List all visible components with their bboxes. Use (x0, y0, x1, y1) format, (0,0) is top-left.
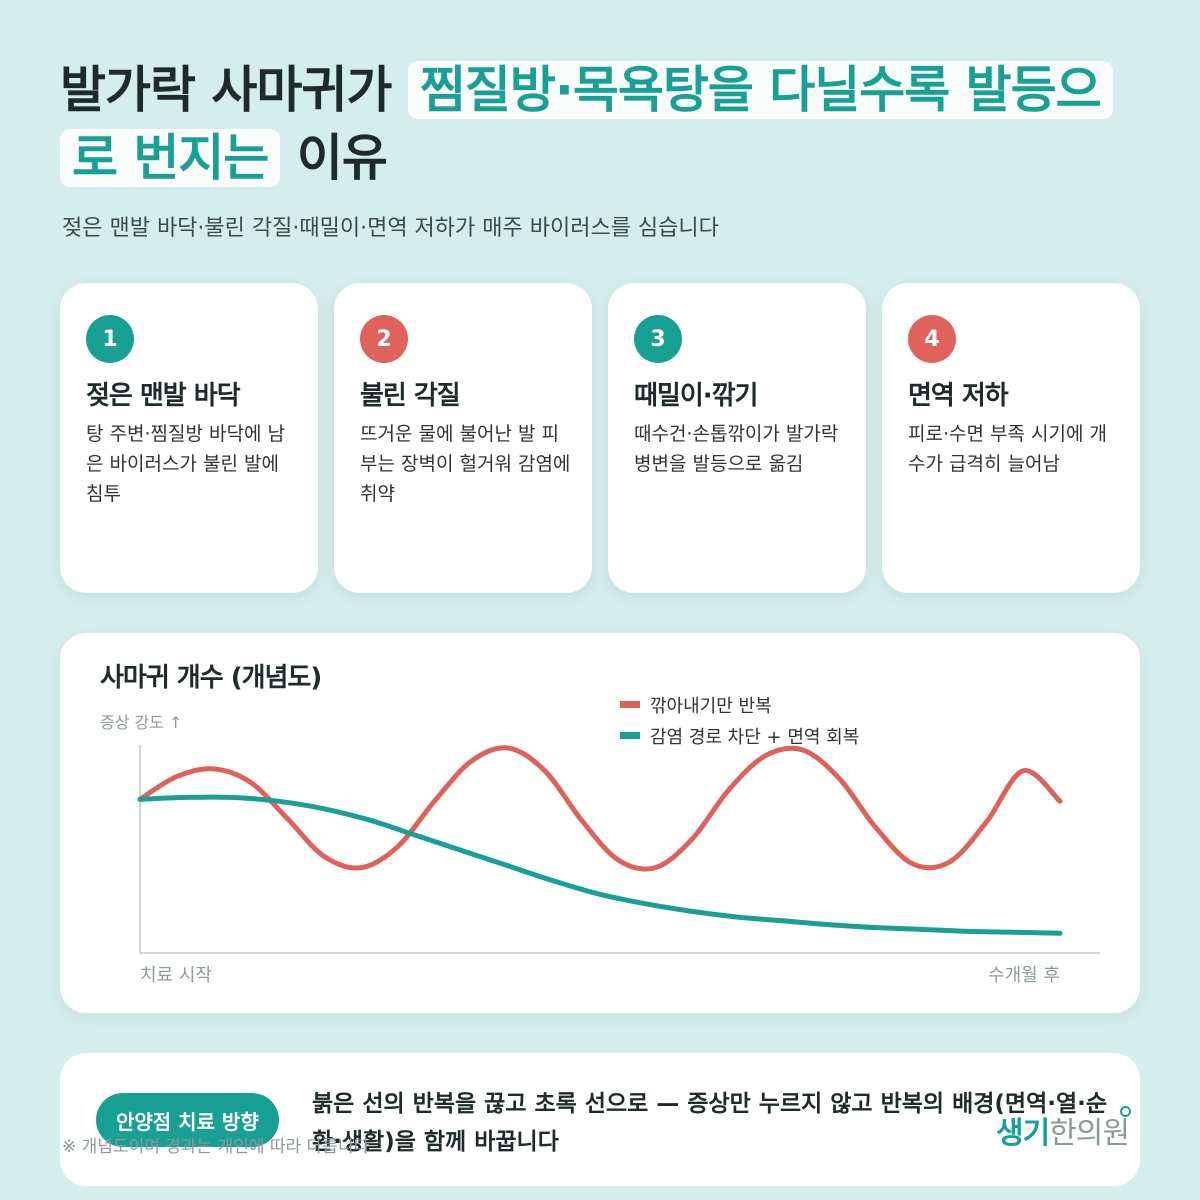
wart-count-chart: 증상 강도 ↑ 치료 시작 수개월 후 깎아내기만 반복 감염 경로 차단 + … (100, 696, 1100, 986)
card-description: 뜨거운 물에 불어난 발 피부는 장벽이 헐거워 감염에 취약 (360, 423, 571, 505)
chart-title: 사마귀 개수 (개념도) (100, 663, 322, 693)
cause-cards: 1 젖은 맨발 바닥 탕 주변·찜질방 바닥에 남은 바이러스가 불린 발에 침… (60, 283, 1140, 593)
treatment-text: 붉은 선의 반복을 끊고 초록 선으로 — 증상만 누르지 않고 반복의 배경(… (312, 1091, 1108, 1155)
card-title: 젖은 맨발 바닥 (86, 381, 241, 411)
logo-main: 생기 (996, 1116, 1050, 1151)
series-layer (137, 745, 1063, 936)
chart-card: 사마귀 개수 (개념도) 증상 강도 ↑ 치료 시작 수개월 후 깎아내기만 반… (60, 633, 1140, 1013)
treatment-badge: 안양점 치료 방향 (96, 1093, 279, 1147)
cause-card-2: 2 불린 각질 뜨거운 물에 불어난 발 피부는 장벽이 헐거워 감염에 취약 (334, 283, 592, 593)
card-number-badge: 3 (634, 315, 682, 363)
card-title: 때밀이·깎기 (634, 381, 758, 411)
title-pre: 발가락 사마귀가 (60, 61, 408, 119)
card-description: 피로·수면 부족 시기에 개수가 급격히 늘어남 (908, 423, 1107, 475)
card-title: 면역 저하 (908, 381, 1009, 411)
footnote: ※ 개념도이며 경과는 개인에 따라 다릅니다 (62, 1137, 370, 1157)
chart-legend: 깎아내기만 반복 감염 경로 차단 + 면역 회복 (620, 696, 859, 748)
y-axis-label: 증상 강도 ↑ (100, 713, 182, 732)
cause-card-3: 3 때밀이·깎기 때수건·손톱깎이가 발가락 병변을 발등으로 옮김 (608, 283, 866, 593)
cause-card-1: 1 젖은 맨발 바닥 탕 주변·찜질방 바닥에 남은 바이러스가 불린 발에 침… (60, 283, 318, 593)
clinic-logo: 생기한의원 (996, 1108, 1130, 1152)
card-number-badge: 2 (360, 315, 408, 363)
card-number-badge: 4 (908, 315, 956, 363)
legend-swatch-red (620, 701, 640, 708)
page-subtitle: 젖은 맨발 바닥·불린 각질·때밀이·면역 저하가 매주 바이러스를 심습니다 (62, 216, 719, 241)
card-description: 때수건·손톱깎이가 발가락 병변을 발등으로 옮김 (634, 423, 839, 475)
cause-card-4: 4 면역 저하 피로·수면 부족 시기에 개수가 급격히 늘어남 (882, 283, 1140, 593)
x-axis-start-label: 치료 시작 (140, 965, 212, 986)
legend-swatch-green (620, 732, 640, 739)
x-axis-end-label: 수개월 후 (988, 965, 1060, 986)
legend-label-red: 깎아내기만 반복 (650, 696, 772, 717)
page-title: 발가락 사마귀가 찜질방·목욕탕을 다닐수록 발등으로 번지는 이유 (60, 56, 1140, 192)
series-line-infection-block (137, 794, 1063, 936)
card-title: 불린 각질 (360, 381, 461, 411)
logo-sub: 한의원 (1049, 1116, 1130, 1151)
series-line-shaving-only (137, 745, 1063, 872)
card-description: 탕 주변·찜질방 바닥에 남은 바이러스가 불린 발에 침투 (86, 423, 285, 505)
title-post: 이유 (280, 129, 388, 187)
card-number-badge: 1 (86, 315, 134, 363)
logo-dot-icon (1120, 1106, 1131, 1117)
treatment-card: 안양점 치료 방향 붉은 선의 반복을 끊고 초록 선으로 — 증상만 누르지 … (60, 1053, 1140, 1186)
legend-label-green: 감염 경로 차단 + 면역 회복 (650, 727, 859, 748)
